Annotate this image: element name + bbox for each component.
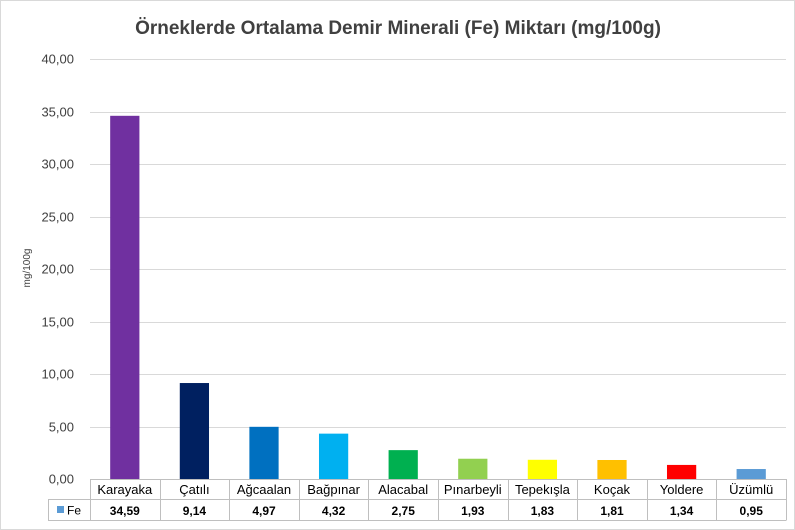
y-tick-label: 25,00 bbox=[41, 210, 74, 225]
bar bbox=[597, 459, 627, 479]
category-label: Tepekışla bbox=[515, 482, 571, 497]
data-label: 2,75 bbox=[392, 504, 416, 518]
bar bbox=[736, 469, 766, 479]
y-tick-label: 35,00 bbox=[41, 105, 74, 120]
bar bbox=[388, 450, 418, 479]
category-label: Üzümlü bbox=[729, 482, 773, 497]
category-label: Bağpınar bbox=[307, 482, 360, 497]
data-label: 0,95 bbox=[740, 504, 764, 518]
bar bbox=[249, 426, 279, 479]
data-label: 9,14 bbox=[183, 504, 207, 518]
data-label: 1,93 bbox=[461, 504, 485, 518]
chart-title: Örneklerde Ortalama Demir Minerali (Fe) … bbox=[135, 18, 661, 39]
data-label: 34,59 bbox=[110, 504, 140, 518]
category-label: Çatılı bbox=[179, 482, 209, 497]
category-label: Alacabal bbox=[378, 482, 428, 497]
y-tick-label: 40,00 bbox=[41, 52, 74, 67]
bar bbox=[458, 458, 488, 479]
data-table: Karayaka 34,59 Çatılı 9,14 Ağcaalan 4,97 Bağpı… bbox=[48, 479, 787, 521]
y-tick-label: 15,00 bbox=[41, 315, 74, 330]
series-name: Fe bbox=[67, 504, 81, 518]
bars bbox=[110, 115, 766, 480]
category-label: Pınarbeyli bbox=[444, 482, 502, 497]
category-label: Ağcaalan bbox=[237, 482, 291, 497]
y-axis-ticks: 0,00 5,00 10,00 15,00 20,00 25,00 30,00 35,00 40… bbox=[41, 52, 74, 487]
y-tick-label: 30,00 bbox=[41, 157, 74, 172]
bar bbox=[318, 433, 349, 479]
category-label: Koçak bbox=[594, 482, 631, 497]
data-label: 1,81 bbox=[600, 504, 624, 518]
y-axis-label: mg/100g bbox=[22, 249, 33, 288]
bar bbox=[179, 383, 210, 479]
y-tick-label: 10,00 bbox=[41, 367, 74, 382]
category-label: Karayaka bbox=[97, 482, 153, 497]
bar bbox=[666, 464, 697, 479]
legend-key bbox=[57, 506, 64, 513]
y-tick-label: 0,00 bbox=[49, 472, 74, 487]
bar bbox=[527, 459, 558, 479]
category-label: Yoldere bbox=[660, 482, 704, 497]
data-label: 1,34 bbox=[670, 504, 694, 518]
y-tick-label: 20,00 bbox=[41, 262, 74, 277]
data-label: 1,83 bbox=[531, 504, 555, 518]
data-label: 4,97 bbox=[252, 504, 276, 518]
y-tick-label: 5,00 bbox=[49, 420, 74, 435]
data-label: 4,32 bbox=[322, 504, 346, 518]
bar bbox=[110, 115, 140, 480]
gridlines bbox=[90, 59, 786, 428]
